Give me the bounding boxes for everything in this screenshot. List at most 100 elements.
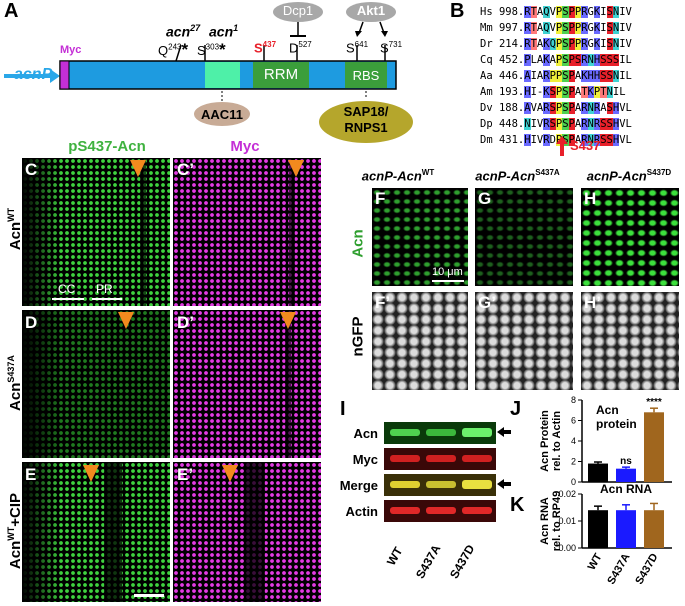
blot-label-merge: Merge <box>339 478 378 493</box>
s731-label: S731 <box>380 40 403 56</box>
label-c-prime: C’ <box>177 160 194 179</box>
blot-acn <box>384 422 496 444</box>
header-ps437: pS437-Acn <box>68 138 146 155</box>
species-label: Dr <box>480 38 499 50</box>
y-tick-label: 8 <box>571 395 576 405</box>
rbs-label: RBS <box>352 68 380 83</box>
q243-label: Q243* <box>158 40 189 59</box>
bar <box>616 468 636 482</box>
image-f-prime <box>372 292 468 390</box>
row-label-e: AcnWT+CIP <box>6 492 24 570</box>
row-label-ngfp: nGFP <box>349 316 367 357</box>
cc-bar <box>52 298 84 300</box>
bar <box>588 510 608 548</box>
y-tick-label: 6 <box>571 416 576 426</box>
alignment-row: Aa 446.AIARPPSPAKHHSSNIL <box>480 68 632 84</box>
chart-title-line1: Acn <box>596 403 619 417</box>
promoter-label: acnP <box>14 66 53 83</box>
pr-bar <box>92 298 122 300</box>
akt1-label: Akt1 <box>356 3 386 18</box>
row-label-acn: Acn <box>349 229 367 258</box>
sequence: RTAQVPSPPRGKISNIV <box>524 6 632 18</box>
aac11-ellipse <box>194 102 250 126</box>
species-label: Aa <box>480 70 499 82</box>
aac11-domain <box>205 62 240 88</box>
d527-label: D527 <box>289 40 312 56</box>
image-e <box>22 462 170 602</box>
scale-bar-e <box>134 594 164 597</box>
panel-a-label: A <box>4 0 19 22</box>
domain-diagram <box>4 2 413 143</box>
image-h <box>581 188 679 286</box>
label-d-prime: D’ <box>177 313 194 332</box>
bar <box>588 463 608 482</box>
y-axis-label: Acn RNA <box>539 497 551 545</box>
col-header-f: acnP-AcnWT <box>361 168 435 184</box>
label-g-prime: G’ <box>478 293 496 312</box>
scale-bar-f <box>432 280 464 282</box>
acn27-tick <box>175 44 182 62</box>
furrow-arrowhead-e-prime <box>222 465 238 482</box>
header-myc: Myc <box>230 138 260 155</box>
furrow-arrowhead-d-prime <box>280 312 296 329</box>
position-label: 431. <box>498 134 525 146</box>
position-label: 193. <box>498 86 525 98</box>
label-f: F <box>375 189 386 208</box>
blot-actin <box>384 500 496 522</box>
y-tick-label: 4 <box>571 436 576 446</box>
bar <box>644 510 664 548</box>
x-tick-label: S437A <box>605 551 632 586</box>
panel-k-label: K <box>510 494 525 516</box>
sequence: PLAKAPSPSRNHSSSIL <box>524 54 632 66</box>
panel-b-label: B <box>450 0 465 22</box>
chart-title: Acn RNA <box>600 482 652 496</box>
myc-label: Myc <box>60 44 82 56</box>
acn27-label: acn27 <box>166 23 201 40</box>
position-label: 997. <box>498 22 525 34</box>
species-label: Cq <box>480 54 499 66</box>
position-label: 188. <box>498 102 525 114</box>
rrm-label: RRM <box>263 66 299 83</box>
furrow-arrowhead-c-prime <box>288 160 304 177</box>
x-tick-label: S437D <box>633 551 660 586</box>
alignment-row: Mm 997.RTAQVPSPPRGKISNIV <box>480 20 632 36</box>
acn1-label: acn1 <box>209 23 239 40</box>
sequence: HIVRDPSPARNRSSHVL <box>524 134 632 146</box>
lane-s437d: S437D <box>446 542 478 582</box>
lane-wt: WT <box>383 544 406 568</box>
label-h-prime: H’ <box>584 293 601 312</box>
y-axis-label-2: rel. to RP49 <box>551 491 563 552</box>
alignment-row: Dr 214.RTAKQPSPPRGKISNIV <box>480 36 632 52</box>
furrow-arrowhead-d <box>118 312 134 329</box>
blot-merge <box>384 474 496 496</box>
blot-myc <box>384 448 496 470</box>
panel-i-label: I <box>340 398 346 420</box>
position-label: 446. <box>498 70 525 82</box>
significance-label: ns <box>620 456 632 467</box>
y-tick-label: 0.01 <box>558 516 576 526</box>
species-label: Dp <box>480 118 499 130</box>
image-g <box>475 188 573 286</box>
species-label: Dv <box>480 102 499 114</box>
blot-label-myc: Myc <box>352 452 378 467</box>
alignment: Hs 998.RTAQVPSPPRGKISNIV Mm 997.RTAQVPSPP… <box>480 4 632 148</box>
image-f <box>372 188 468 286</box>
alignment-row: Dv 188.AVARSPSPARNRASHVL <box>480 100 632 116</box>
y-tick-label: 0 <box>571 477 576 487</box>
label-e: E <box>25 465 37 484</box>
sequence: AIARPPSPAKHHSSNIL <box>524 70 632 82</box>
aac11-label: AAC11 <box>201 107 243 122</box>
image-e-prime <box>173 462 321 602</box>
label-f-prime: F’ <box>375 293 391 312</box>
alignment-row: Dp 448.NIVRSPSPARNRSSHVL <box>480 116 632 132</box>
alignment-row: Cq 452.PLAKAPSPSRNHSSSIL <box>480 52 632 68</box>
alignment-row: Dm 431.HIVRDPSPARNRSSHVL <box>480 132 632 148</box>
col-header-h: acnP-AcnS437D <box>586 168 672 184</box>
blot-arrow-acn <box>497 427 511 437</box>
promoter-arrowhead <box>50 69 60 83</box>
position-label: 998. <box>498 6 525 18</box>
species-label: Dm <box>480 134 499 146</box>
y-tick-label: 0.00 <box>558 543 576 553</box>
label-e-prime: E’ <box>177 465 194 484</box>
